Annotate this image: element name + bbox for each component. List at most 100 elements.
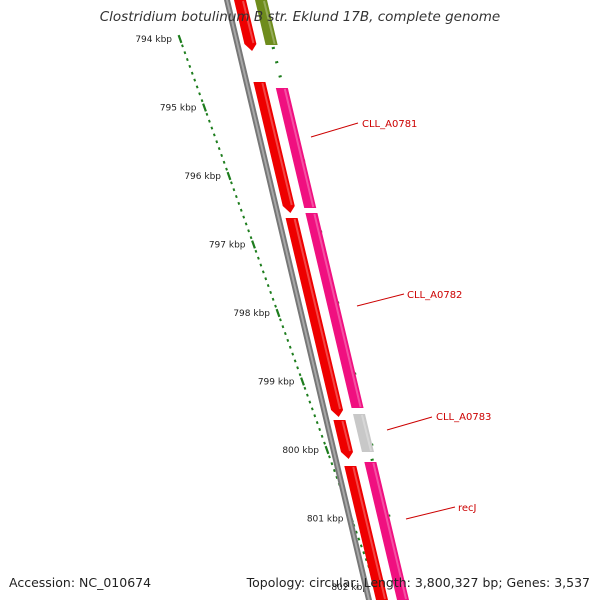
minor-tick bbox=[205, 112, 209, 116]
tick-label: 799 kbp bbox=[258, 378, 295, 388]
minor-tick bbox=[286, 338, 290, 342]
minor-tick bbox=[212, 133, 216, 137]
reverse-gene-cll-a0781-shade bbox=[261, 82, 293, 206]
minor-tick bbox=[315, 421, 319, 425]
minor-tick bbox=[306, 393, 309, 397]
minor-tick bbox=[320, 434, 324, 438]
map-title: Clostridium botulinum B str. Eklund 17B,… bbox=[99, 9, 501, 25]
backbone-layer bbox=[224, 0, 372, 600]
minor-tick bbox=[222, 160, 226, 164]
gene-label-leader bbox=[356, 293, 405, 307]
minor-tick bbox=[217, 147, 221, 151]
minor-tick bbox=[230, 181, 233, 185]
forward-gene-cll-a0781 bbox=[275, 88, 317, 208]
minor-tick bbox=[259, 263, 263, 267]
major-tick bbox=[202, 103, 207, 112]
forward-gene-recj bbox=[364, 462, 410, 600]
minor-tick bbox=[185, 57, 189, 62]
minor-tick bbox=[190, 71, 194, 75]
outer-minor-tick bbox=[370, 458, 374, 462]
grey-gene-cll-a0783 bbox=[352, 414, 374, 452]
outer-minor-tick bbox=[278, 75, 282, 78]
minor-tick bbox=[330, 462, 334, 466]
accession-text: Accession: NC_010674 bbox=[9, 575, 152, 590]
reverse-gene-recj-shade bbox=[352, 466, 386, 600]
reverse-gene-cll-a0781 bbox=[253, 82, 295, 213]
minor-tick bbox=[239, 208, 243, 212]
minor-tick bbox=[332, 468, 336, 473]
minor-tick bbox=[303, 386, 307, 390]
minor-tick bbox=[298, 373, 302, 377]
gene-label: CLL_A0781 bbox=[362, 119, 417, 130]
minor-tick bbox=[291, 352, 295, 356]
major-tick bbox=[300, 377, 305, 386]
minor-tick bbox=[308, 400, 312, 404]
minor-tick bbox=[225, 167, 228, 171]
reverse-gene-recj bbox=[344, 466, 389, 600]
tick-label: 798 kbp bbox=[233, 309, 270, 319]
minor-tick bbox=[310, 407, 314, 411]
green-gene-top bbox=[255, 0, 278, 45]
major-tick bbox=[324, 445, 330, 455]
genome-backbone-highlight bbox=[226, 0, 370, 600]
tick-label: 796 kbp bbox=[184, 172, 221, 182]
minor-tick bbox=[288, 345, 292, 349]
minor-tick bbox=[210, 126, 214, 130]
minor-tick bbox=[335, 475, 339, 479]
minor-tick bbox=[271, 297, 275, 301]
minor-tick bbox=[257, 256, 260, 260]
tick-label: 800 kbp bbox=[282, 446, 319, 456]
gene-label-layer: CLL_A0781 CLL_A0782 CLL_A0783 recJ bbox=[310, 119, 491, 520]
outer-minor-tick bbox=[274, 60, 279, 64]
gene-label: CLL_A0783 bbox=[436, 412, 491, 423]
outer-minor-tick bbox=[271, 46, 276, 50]
minor-tick bbox=[208, 119, 211, 123]
genome-info-text: Topology: circular; Length: 3,800,327 bp… bbox=[246, 575, 590, 590]
minor-tick bbox=[254, 249, 258, 253]
minor-tick bbox=[281, 325, 285, 329]
minor-tick bbox=[293, 359, 297, 363]
minor-tick bbox=[355, 530, 358, 534]
gene-label-leader bbox=[386, 416, 433, 431]
reverse-gene-cll-a0783-shade bbox=[341, 420, 351, 452]
reverse-gene-cll-a0782 bbox=[285, 218, 344, 417]
tick-label: 795 kbp bbox=[160, 104, 197, 114]
minor-tick bbox=[279, 318, 282, 322]
minor-tick bbox=[183, 51, 187, 55]
minor-tick bbox=[357, 537, 361, 541]
minor-tick bbox=[242, 215, 246, 219]
minor-tick bbox=[274, 304, 277, 308]
tick-label: 797 kbp bbox=[209, 241, 246, 251]
minor-tick bbox=[323, 441, 326, 445]
minor-tick bbox=[200, 99, 204, 103]
forward-gene-cll-a0782 bbox=[305, 213, 364, 408]
minor-tick bbox=[247, 229, 250, 233]
forward-gene-recj-shade bbox=[372, 462, 407, 600]
minor-tick bbox=[328, 455, 331, 459]
major-tick bbox=[275, 308, 281, 318]
minor-tick bbox=[188, 64, 192, 68]
gene-label-leader bbox=[310, 122, 359, 138]
minor-tick bbox=[237, 201, 241, 205]
minor-tick bbox=[283, 331, 287, 336]
minor-tick bbox=[261, 270, 265, 274]
minor-tick bbox=[269, 290, 273, 295]
minor-tick bbox=[264, 277, 268, 281]
minor-tick bbox=[215, 140, 219, 144]
tick-label: 801 kbp bbox=[307, 515, 344, 525]
minor-tick bbox=[362, 551, 366, 555]
minor-tick bbox=[244, 222, 248, 226]
gene-label-leader bbox=[405, 506, 456, 520]
major-tick bbox=[251, 240, 256, 249]
gene-label: recJ bbox=[458, 503, 477, 514]
minor-tick bbox=[232, 188, 236, 192]
reverse-gene-top bbox=[234, 0, 257, 51]
minor-tick bbox=[364, 558, 368, 562]
tick-label: 794 kbp bbox=[135, 35, 172, 45]
major-tick bbox=[226, 171, 232, 181]
reverse-gene-top-shade bbox=[242, 0, 255, 44]
minor-tick bbox=[220, 153, 224, 158]
minor-tick bbox=[234, 194, 238, 199]
minor-tick bbox=[359, 544, 363, 548]
